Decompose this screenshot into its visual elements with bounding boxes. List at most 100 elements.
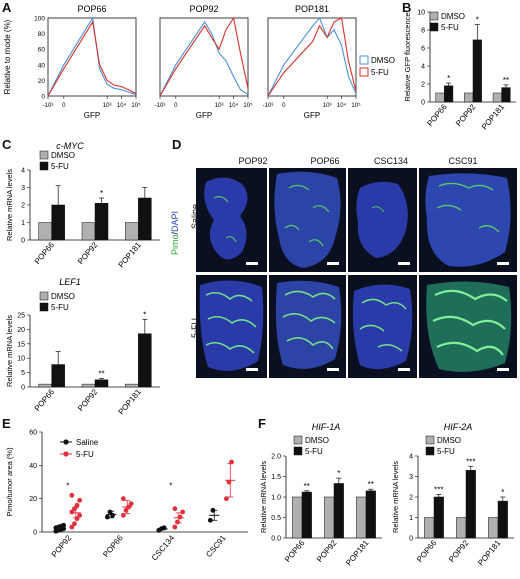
data-point-saline: [104, 514, 110, 520]
col-label-csc91: CSC91: [448, 156, 478, 166]
y-tick-label: 4: [409, 454, 413, 461]
bar-5fu: [51, 364, 65, 388]
y-tick-label: 100: [34, 16, 45, 23]
legend-label: DMSO: [441, 12, 465, 21]
y-tick-label: 10: [17, 356, 25, 363]
x-tick-label: 10⁵: [131, 102, 141, 109]
legend-label: 5-FU: [76, 450, 94, 459]
legend-label: DMSO: [51, 292, 75, 301]
data-point-5fu: [172, 524, 178, 530]
significance-marker: *: [337, 469, 340, 478]
panel-letter-f: F: [258, 416, 266, 431]
plot-frame: [159, 17, 249, 97]
legend-label: 5-FU: [51, 303, 69, 312]
significance-marker: ***: [466, 457, 475, 466]
y-tick-label: 0.0: [271, 536, 281, 543]
chart-title: HIF-1A: [312, 422, 341, 432]
data-point-saline: [207, 517, 213, 523]
legend-label: 5-FU: [305, 447, 323, 456]
x-tick-label: 10⁵: [243, 102, 253, 109]
bar-dmso: [125, 383, 139, 388]
data-point-5fu: [223, 496, 229, 502]
histogram-line-5fu: [267, 17, 357, 97]
bar-chart-lef1: LEF1 Relative mRNA levels 0 5 10 15 20 25 POP66 *…: [5, 277, 160, 416]
bar-dmso: [435, 92, 445, 103]
x-tick-label: POP66: [101, 533, 125, 559]
legend-swatch: [39, 291, 49, 301]
x-axis-label: GFP: [304, 111, 320, 120]
bar-dmso: [324, 496, 335, 539]
bar-5fu: [333, 483, 344, 539]
y-tick-label: 60: [38, 47, 46, 54]
y-tick-label: 40: [38, 62, 46, 69]
x-tick-label: POP181: [480, 102, 507, 131]
data-point-5fu: [229, 459, 234, 465]
bar-5fu: [472, 39, 482, 103]
bar-chart-panel-b: Relative GFP fluorescence 0 2 4 6 8 10 * POP66 * P…: [403, 10, 516, 131]
x-tick-label: POP92: [76, 240, 100, 266]
significance-marker: **: [503, 76, 509, 85]
histogram-line-5fu: [47, 20, 137, 97]
image-csc134-5fu: [348, 275, 417, 378]
y-tick-label: 20: [38, 78, 46, 85]
histogram-line-dmso: [159, 20, 249, 97]
subplot-title: POP92: [189, 4, 218, 14]
y-tick-label: 0: [21, 238, 25, 245]
legend-swatch: [293, 446, 303, 456]
panel-letter-e: E: [2, 416, 11, 431]
significance-marker: *: [476, 16, 479, 25]
x-tick-label: POP92: [315, 538, 339, 564]
x-tick-label: 10⁴: [229, 102, 239, 109]
data-point-5fu: [128, 501, 134, 507]
data-point-5fu: [69, 492, 75, 498]
x-tick-label: 0: [282, 103, 286, 109]
y-tick-label: 20: [17, 327, 25, 334]
legend-label: 5-FU: [371, 68, 389, 77]
x-tick-label: POP181: [344, 538, 371, 567]
bar-5fu: [94, 379, 109, 388]
data-point-saline: [61, 522, 67, 528]
y-tick-label: 0: [421, 100, 425, 107]
legend-label: 5-FU: [441, 23, 459, 32]
x-tick-label: -10³: [43, 103, 54, 109]
bar-5fu: [138, 197, 152, 241]
y-tick-label: 1: [409, 515, 413, 522]
legend-marker: [63, 451, 69, 457]
significance-marker: *: [143, 310, 146, 319]
legend-label: DMSO: [371, 56, 395, 65]
x-tick-label: POP181: [117, 240, 144, 269]
legend-label: DMSO: [305, 436, 329, 445]
data-point-5fu: [172, 506, 178, 512]
panel-letter-d: D: [172, 137, 182, 152]
bar-dmso: [38, 383, 52, 388]
y-axis-label: Relative to mode (%): [3, 19, 12, 94]
x-tick-label: 10⁴: [337, 102, 347, 109]
bar-5fu: [465, 470, 476, 539]
y-tick-label: 5: [21, 370, 25, 377]
data-point-5fu: [72, 521, 77, 527]
bar-5fu: [501, 87, 511, 103]
y-tick-label: 10: [417, 10, 425, 17]
y-tick-label: 20: [29, 496, 37, 503]
y-tick-label: 0.5: [271, 515, 281, 522]
histogram-line-5fu: [159, 16, 249, 97]
bar-5fu: [94, 203, 109, 241]
legend-label: DMSO: [51, 151, 75, 160]
image-pop66-saline: [269, 168, 346, 272]
y-tick-label: 0: [41, 94, 45, 101]
legend-label: Saline: [76, 438, 99, 447]
data-point-5fu: [77, 497, 83, 503]
x-tick-label: POP181: [476, 538, 503, 567]
histogram-line-dmso: [47, 16, 137, 97]
separator-label: /: [170, 231, 180, 235]
bar-dmso: [125, 222, 139, 241]
x-tick-label: POP92: [447, 538, 471, 564]
data-point-5fu: [69, 524, 75, 530]
legend-label: 5-FU: [51, 162, 69, 171]
image-pop92-saline: [196, 168, 267, 272]
legend-label: 5-FU: [437, 447, 455, 456]
legend-swatch: [359, 67, 369, 77]
significance-marker: **: [98, 370, 104, 379]
bar-chart-hif2a: HIF-2A Relative mRNA levels 0 1 2 3 4 *** POP66 *…: [391, 422, 514, 567]
bar-dmso: [38, 222, 52, 241]
